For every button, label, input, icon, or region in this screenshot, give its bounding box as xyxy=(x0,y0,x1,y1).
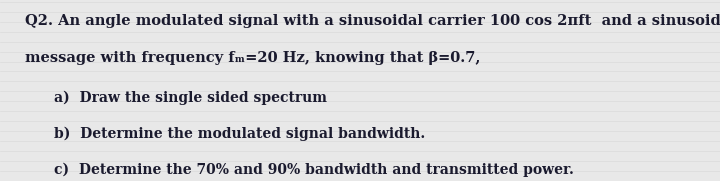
Text: message with frequency fₘ=20 Hz, knowing that β=0.7,: message with frequency fₘ=20 Hz, knowing… xyxy=(25,51,480,65)
Text: a)  Draw the single sided spectrum: a) Draw the single sided spectrum xyxy=(54,90,327,105)
Text: Q2. An angle modulated signal with a sinusoidal carrier 100 cos 2πf⁣t  and a sin: Q2. An angle modulated signal with a sin… xyxy=(25,14,720,28)
Text: c)  Determine the 70% and 90% bandwidth and transmitted power.: c) Determine the 70% and 90% bandwidth a… xyxy=(54,163,574,177)
Text: b)  Determine the modulated signal bandwidth.: b) Determine the modulated signal bandwi… xyxy=(54,127,426,141)
